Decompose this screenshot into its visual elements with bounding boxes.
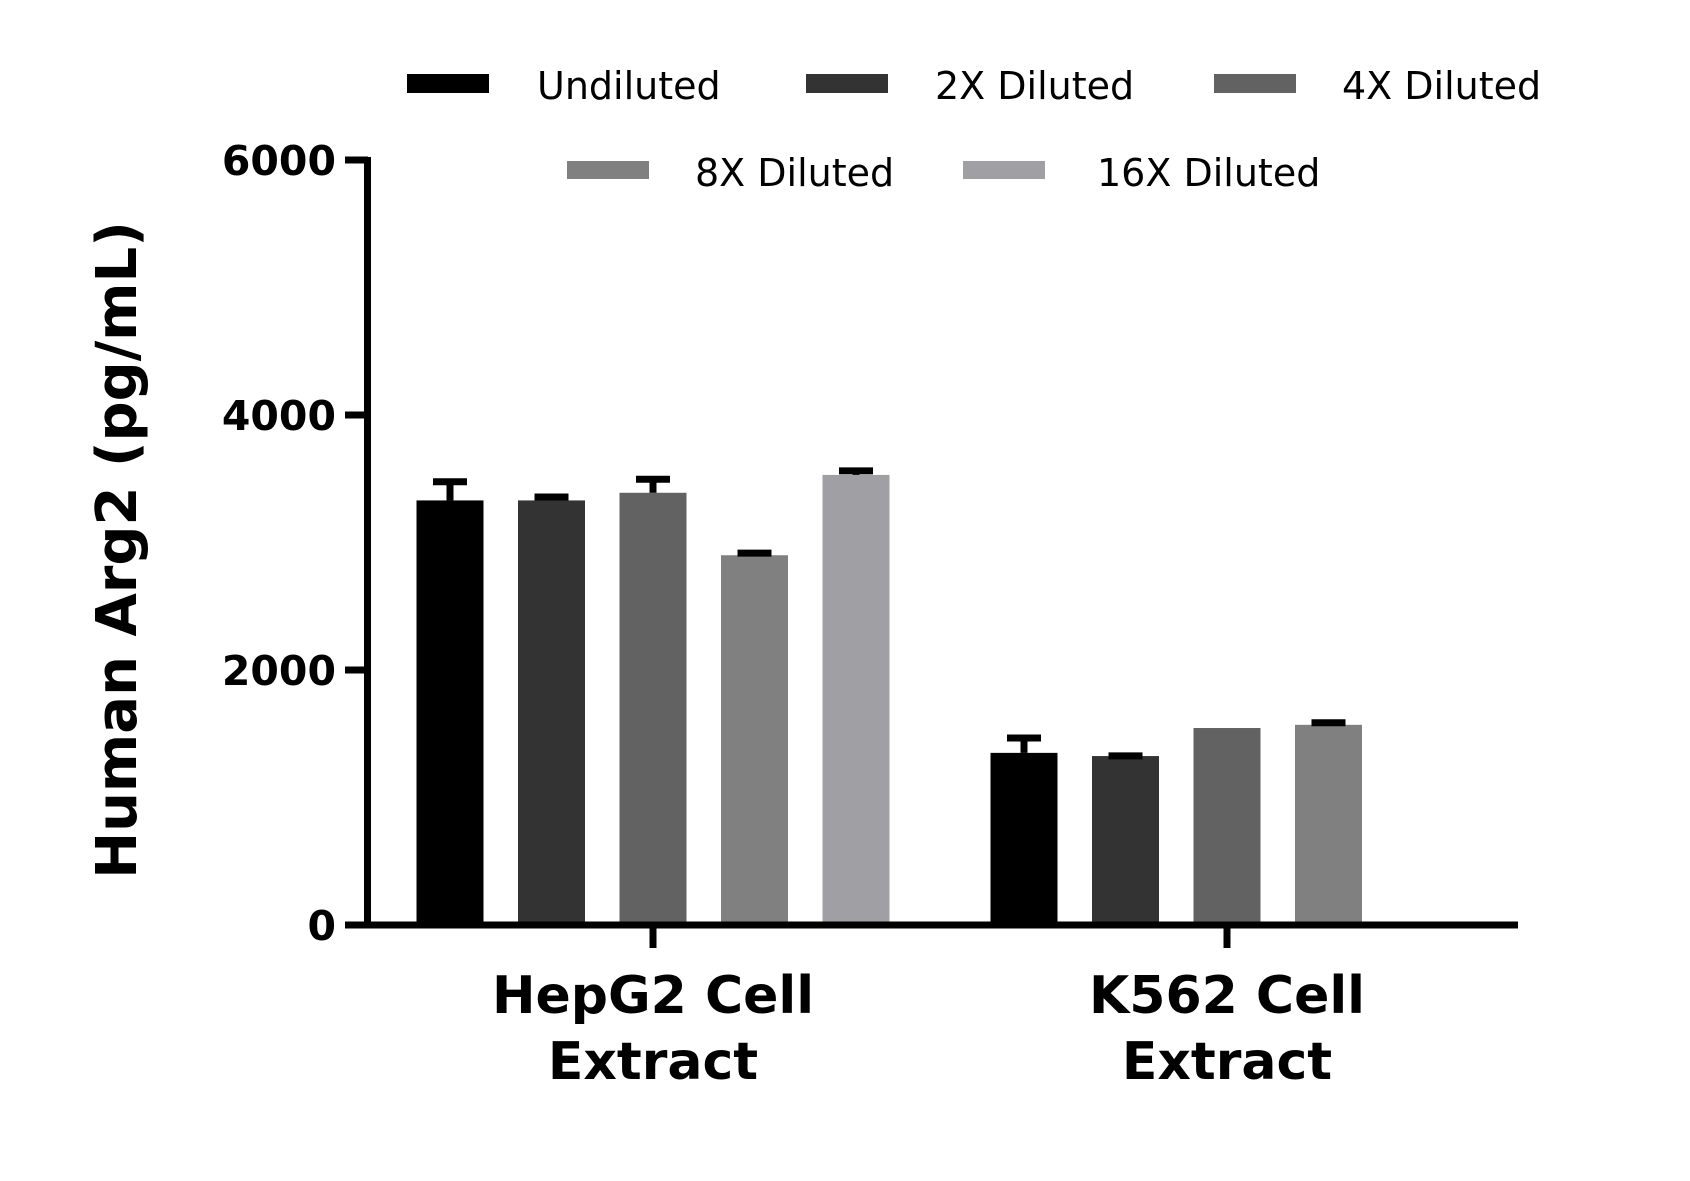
legend-swatch [806,74,888,93]
bar [1295,724,1362,925]
bar [518,500,585,925]
y-tick-label: 0 [307,902,336,950]
legend-item: Undiluted [407,64,721,108]
x-category-label: Extract [1122,1032,1332,1092]
bar [1092,756,1159,925]
y-axis-label: Human Arg2 (pg/mL) [85,221,150,879]
bar [619,492,687,925]
axes [364,157,1518,929]
legend-swatch [567,161,649,179]
legend-label: 4X Diluted [1342,64,1541,108]
legend-item: 2X Diluted [806,64,1134,108]
y-tick-label: 6000 [222,137,336,185]
legend-label: 8X Diluted [695,151,894,195]
legend-label: Undiluted [537,64,721,108]
y-tick-label: 4000 [222,392,336,440]
x-category-label: HepG2 Cell [492,966,814,1026]
bar [822,474,890,925]
y-ticks: 0 2000 4000 6000 [222,137,368,950]
bars [416,467,1362,925]
x-category-label: K562 Cell [1089,966,1365,1026]
bar [990,752,1058,925]
y-tick-label: 2000 [222,647,336,695]
legend-item: 4X Diluted [1214,64,1541,108]
legend-item: 8X Diluted [567,151,894,195]
legend-swatch [1214,74,1296,93]
legend-swatch [963,161,1045,179]
legend-item: 16X Diluted [963,151,1320,195]
legend-label: 16X Diluted [1097,151,1320,195]
bar [721,555,788,925]
legend: Undiluted 2X Diluted 4X Diluted 8X Diluted 1… [407,64,1541,195]
bar [1193,728,1261,925]
x-category-label: Extract [548,1032,758,1092]
legend-swatch [407,74,489,93]
bar [416,500,484,925]
legend-label: 2X Diluted [935,64,1134,108]
